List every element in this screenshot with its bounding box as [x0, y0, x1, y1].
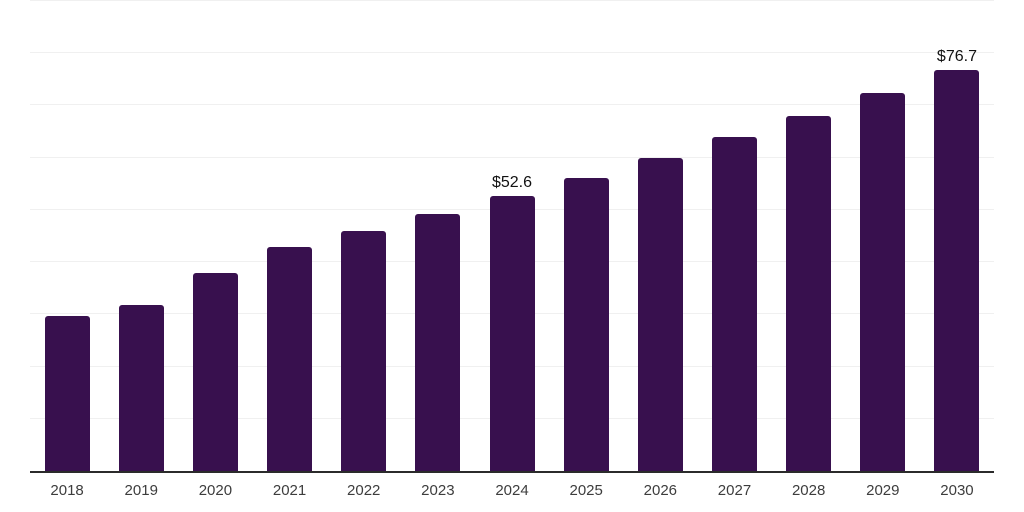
- gridline: [30, 104, 994, 106]
- bar-2029: [860, 93, 906, 471]
- bar-column-2024: $52.6: [475, 1, 549, 471]
- gridline: [30, 156, 994, 158]
- plot-area: $52.6 $76.7: [30, 0, 994, 473]
- bar-column-2022: [327, 1, 401, 471]
- bar-column-2025: [549, 1, 623, 471]
- bar-2022: [341, 231, 387, 471]
- x-tick-label-2029: 2029: [866, 482, 900, 499]
- bar-column-2028: [772, 1, 846, 471]
- bar-value-label-2030: $76.7: [936, 48, 977, 66]
- bar-2021: [267, 246, 313, 471]
- bar-column-2030: $76.7: [920, 1, 994, 471]
- x-tick-label-2018: 2018: [50, 482, 84, 499]
- bar-2025: [563, 177, 609, 471]
- bar-column-2019: [104, 1, 178, 471]
- bar-2024: [489, 196, 535, 471]
- x-tick-label-2020: 2020: [198, 482, 233, 499]
- x-tick-label-2028: 2028: [791, 482, 826, 499]
- x-tick-label-2021: 2021: [272, 482, 307, 499]
- bar-column-2020: [178, 1, 252, 471]
- x-tick-label-2026: 2026: [643, 482, 678, 499]
- gridline: [30, 0, 994, 1]
- x-tick-label-2022: 2022: [347, 482, 381, 499]
- bar-2019: [118, 304, 164, 471]
- bar-2027: [711, 137, 757, 471]
- bar-2018: [44, 315, 90, 471]
- x-tick-label-2024: 2024: [495, 482, 529, 499]
- bar-value-label-2024: $52.6: [491, 174, 533, 192]
- bar-2030: [934, 70, 980, 471]
- gridline: [30, 52, 994, 54]
- bar-column-2027: [697, 1, 771, 471]
- bar-column-2021: [252, 1, 326, 471]
- x-tick-label-2019: 2019: [124, 482, 158, 499]
- bar-column-2029: [846, 1, 920, 471]
- bar-column-2018: [30, 1, 104, 471]
- bar-column-2026: [623, 1, 697, 471]
- x-axis-labels: 2018 2019 2020 2021 2022 2023 2024 2025 2026 2027…: [30, 482, 994, 499]
- bar-2020: [192, 272, 238, 471]
- bar-2023: [415, 214, 461, 471]
- x-tick-label-2030: 2030: [940, 482, 974, 499]
- x-tick-label-2025: 2025: [569, 482, 603, 499]
- bar-2028: [786, 115, 832, 471]
- bars: $52.6 $76.7: [30, 1, 994, 471]
- bar-column-2023: [401, 1, 475, 471]
- x-tick-label-2023: 2023: [421, 482, 455, 499]
- bar-2026: [637, 158, 683, 471]
- x-tick-label-2027: 2027: [717, 482, 752, 499]
